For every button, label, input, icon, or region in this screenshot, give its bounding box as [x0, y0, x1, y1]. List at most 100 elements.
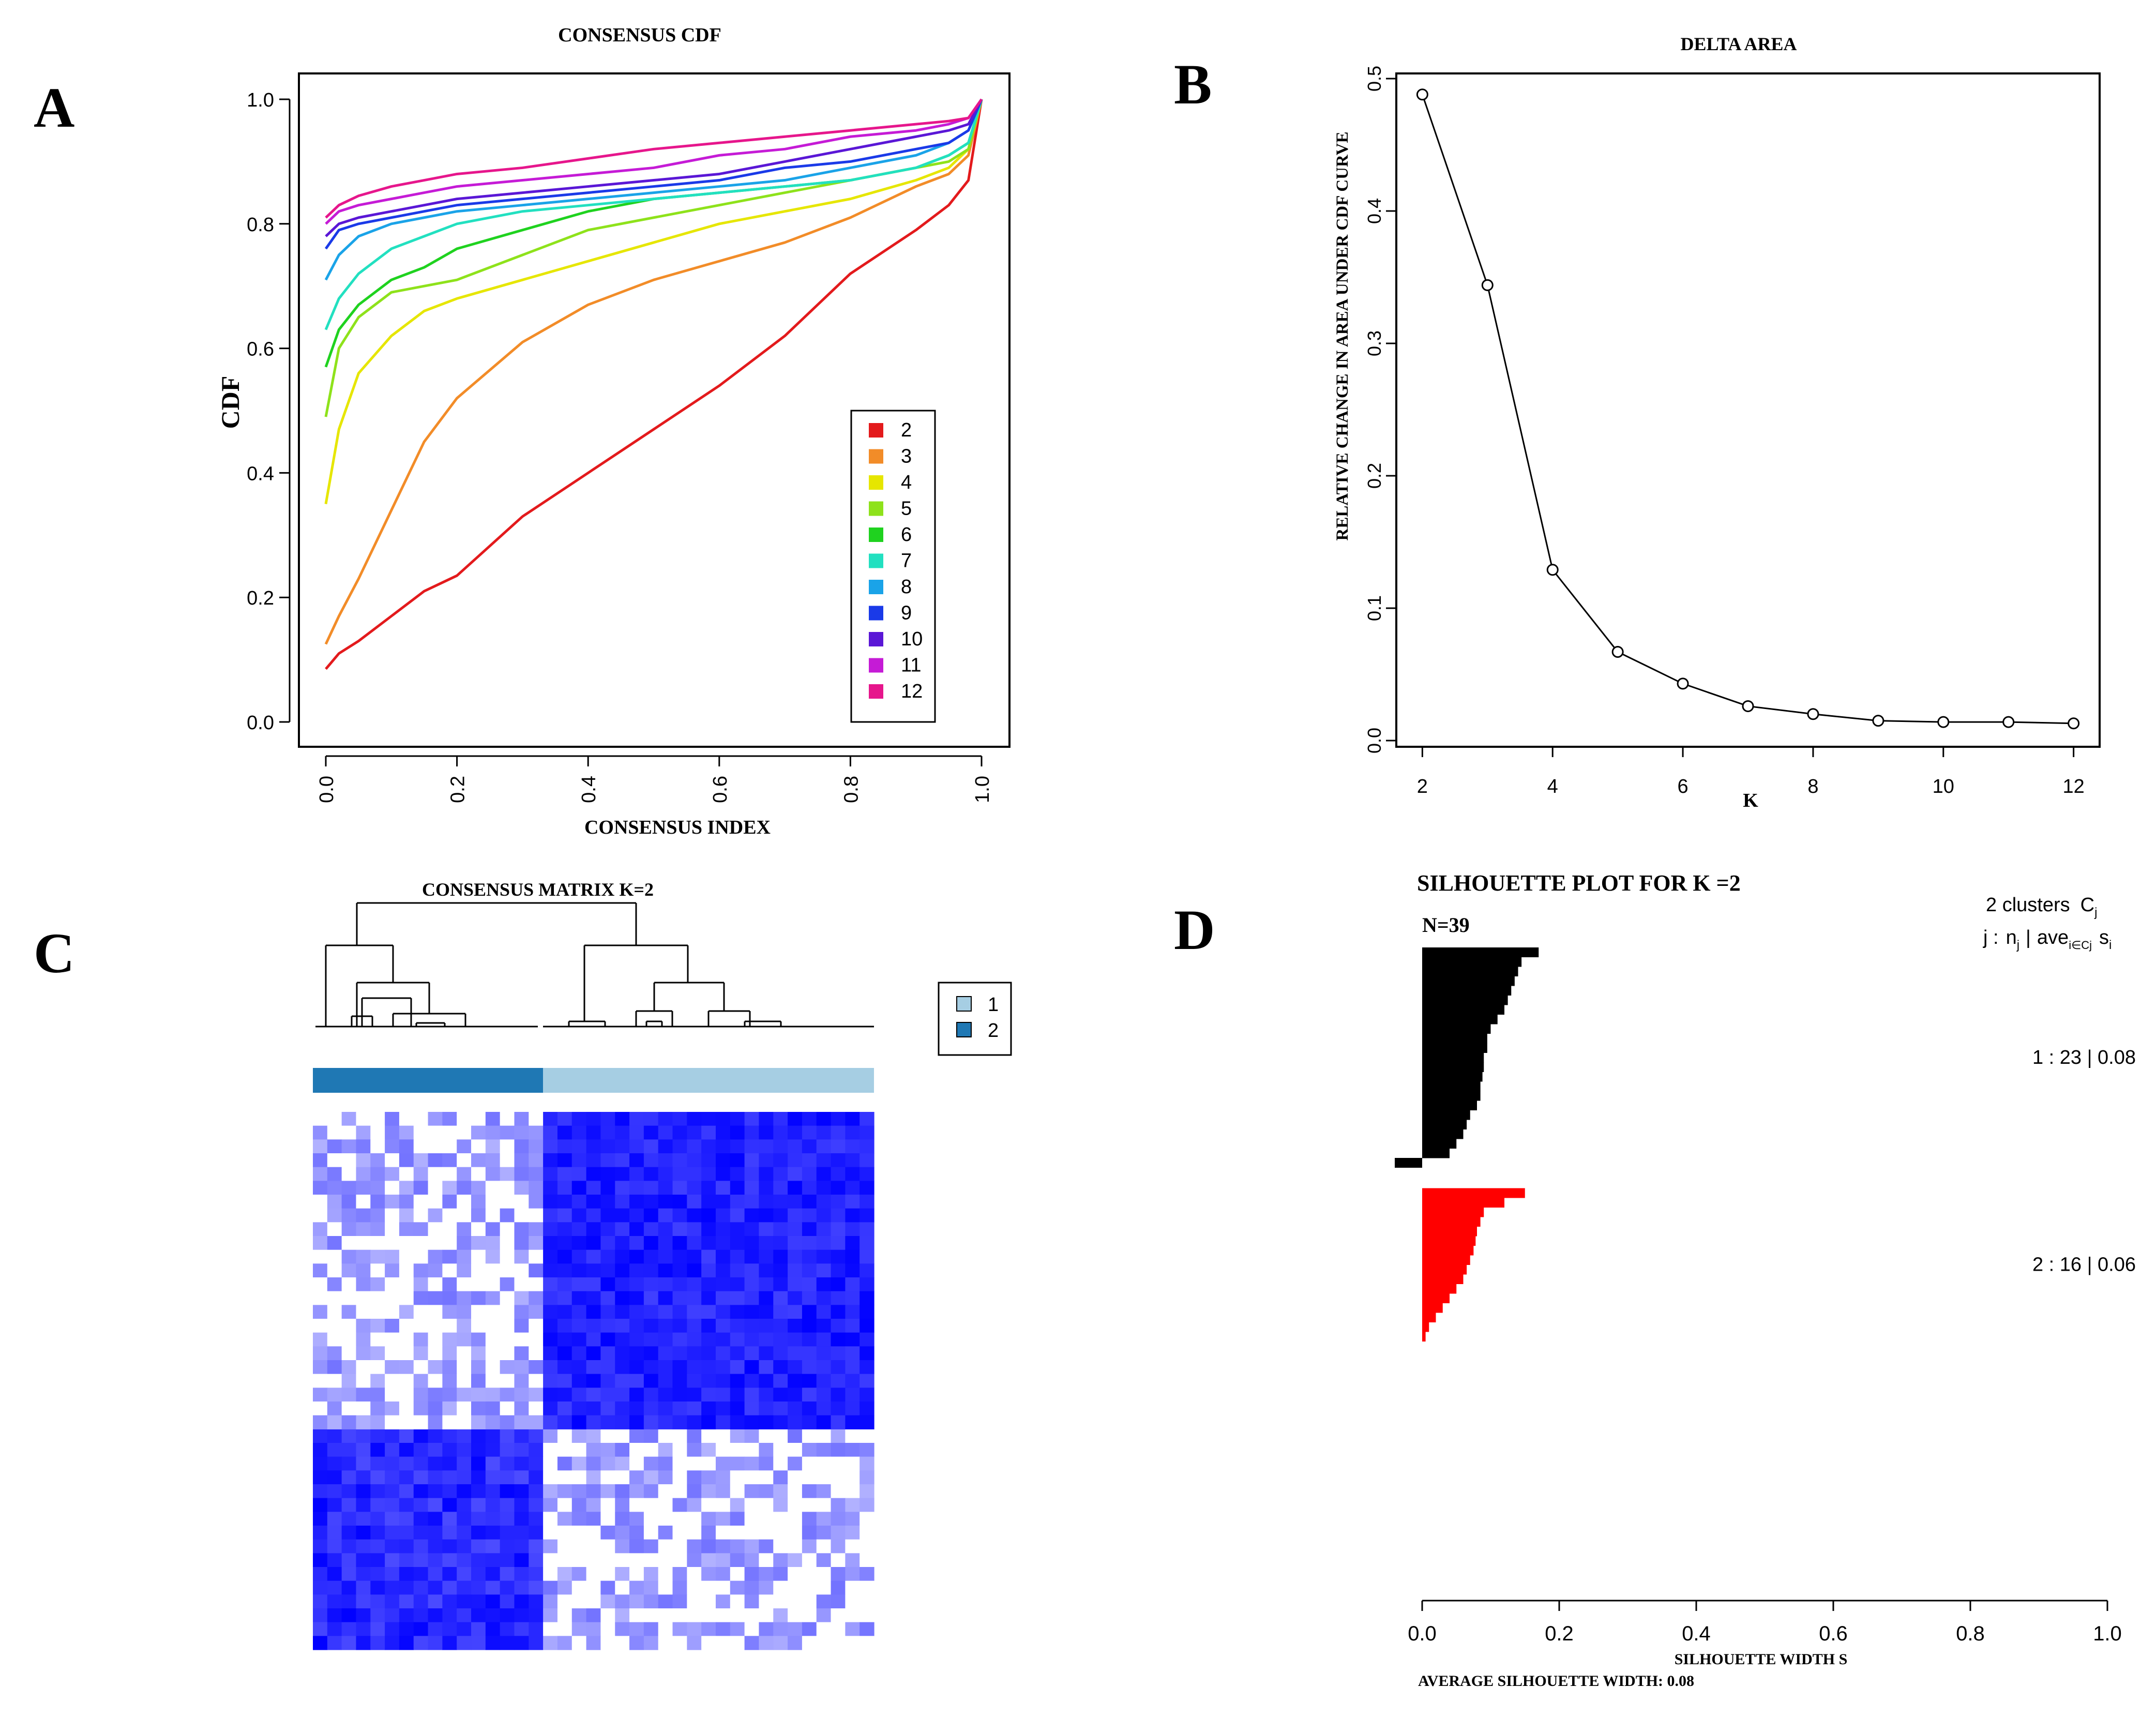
heatmap-cell — [356, 1470, 371, 1485]
heatmap-cell — [759, 1622, 774, 1636]
heatmap-cell — [860, 1580, 875, 1595]
silhouette-bar — [1422, 1062, 1484, 1072]
heatmap-cell — [860, 1608, 875, 1623]
heatmap-cell — [557, 1277, 572, 1292]
heatmap-cell — [816, 1139, 832, 1154]
heatmap-cell — [788, 1401, 803, 1416]
heatmap-cell — [529, 1125, 544, 1140]
heatmap-cell — [485, 1332, 501, 1347]
heatmap-cell — [744, 1277, 760, 1292]
heatmap-cell — [399, 1236, 414, 1250]
heatmap-cell — [788, 1512, 803, 1526]
heatmap-cell — [658, 1470, 673, 1485]
heatmap-cell — [816, 1553, 832, 1568]
heatmap-cell — [759, 1236, 774, 1250]
heatmap-cell — [845, 1374, 860, 1388]
heatmap-cell — [457, 1346, 472, 1361]
heatmap-cell — [845, 1236, 860, 1250]
legend-swatch-k5 — [869, 501, 883, 516]
chart-b-title: DELTA AREA — [1680, 34, 1797, 54]
heatmap-cell — [557, 1208, 572, 1223]
heatmap-cell — [471, 1374, 486, 1388]
heatmap-cell — [557, 1636, 572, 1650]
heatmap-cell — [860, 1526, 875, 1540]
heatmap-cell — [788, 1249, 803, 1264]
heatmap-cell — [816, 1498, 832, 1512]
heatmap-cell — [428, 1195, 443, 1209]
heatmap-cell — [715, 1125, 731, 1140]
heatmap-cell — [643, 1553, 659, 1568]
heatmap-cell — [514, 1580, 529, 1595]
heatmap-cell — [586, 1374, 601, 1388]
heatmap-cell — [788, 1236, 803, 1250]
heatmap-cell — [687, 1360, 702, 1375]
chart-a-ylabel: CDF — [216, 376, 245, 429]
heatmap-cell — [730, 1388, 745, 1402]
heatmap-cell — [744, 1484, 760, 1499]
heatmap-cell — [715, 1553, 731, 1568]
heatmap-cell — [341, 1236, 357, 1250]
heatmap-cell — [701, 1181, 716, 1195]
heatmap-cell — [643, 1167, 659, 1181]
heatmap-cell — [413, 1622, 429, 1636]
heatmap-cell — [327, 1125, 342, 1140]
heatmap-cell — [313, 1346, 328, 1361]
heatmap-cell — [586, 1580, 601, 1595]
delta-area-point — [1481, 279, 1494, 291]
heatmap-cell — [816, 1484, 832, 1499]
heatmap-cell — [500, 1484, 515, 1499]
heatmap-cell — [860, 1456, 875, 1471]
heatmap-cell — [845, 1443, 860, 1457]
heatmap-cell — [385, 1236, 400, 1250]
delta-area-line — [1421, 94, 2074, 725]
heatmap-cell — [356, 1608, 371, 1623]
heatmap-cell — [385, 1208, 400, 1223]
heatmap-cell — [313, 1167, 328, 1181]
heatmap-cell — [543, 1622, 558, 1636]
silhouette-bar — [1422, 1207, 1484, 1217]
heatmap-cell — [500, 1181, 515, 1195]
heatmap-cell — [514, 1388, 529, 1402]
heatmap-cell — [399, 1249, 414, 1264]
heatmap-cell — [485, 1249, 501, 1264]
heatmap-cell — [788, 1580, 803, 1595]
heatmap-cell — [845, 1388, 860, 1402]
heatmap-cell — [457, 1401, 472, 1416]
heatmap-cell — [442, 1153, 457, 1168]
chart-a-title: CONSENSUS CDF — [558, 24, 721, 46]
heatmap-cell — [643, 1622, 659, 1636]
heatmap-cell — [413, 1470, 429, 1485]
heatmap-cell — [715, 1622, 731, 1636]
chart-b-ytick-label: 0.4 — [1364, 198, 1385, 224]
heatmap-cell — [788, 1277, 803, 1292]
heatmap-cell — [370, 1360, 385, 1375]
heatmap-cell — [687, 1580, 702, 1595]
heatmap-cell — [773, 1636, 788, 1650]
heatmap-cell — [845, 1139, 860, 1154]
heatmap-cell — [629, 1167, 644, 1181]
heatmap-cell — [860, 1319, 875, 1333]
heatmap-cell — [816, 1167, 832, 1181]
silhouette-bar — [1422, 1264, 1467, 1275]
heatmap-cell — [385, 1512, 400, 1526]
heatmap-cell — [672, 1236, 687, 1250]
legend-label-k2: 2 — [901, 419, 912, 441]
heatmap-cell — [845, 1415, 860, 1429]
heatmap-cell — [629, 1263, 644, 1278]
heatmap-cell — [571, 1319, 587, 1333]
legend-swatch-k9 — [869, 606, 883, 621]
heatmap-cell — [586, 1622, 601, 1636]
heatmap-cell — [629, 1346, 644, 1361]
heatmap-cell — [557, 1622, 572, 1636]
heatmap-cell — [442, 1360, 457, 1375]
heatmap-cell — [370, 1636, 385, 1650]
heatmap-cell — [773, 1512, 788, 1526]
chart-a-ytick-label: 0.0 — [247, 712, 274, 734]
heatmap-cell — [514, 1346, 529, 1361]
heatmap-cell — [428, 1512, 443, 1526]
heatmap-cell — [845, 1636, 860, 1650]
heatmap-cell — [557, 1512, 572, 1526]
chart-d-header-2: j : nj | avei∈Cj si — [1983, 927, 2112, 952]
heatmap-cell — [831, 1608, 846, 1623]
silhouette-bar — [1422, 1293, 1450, 1303]
